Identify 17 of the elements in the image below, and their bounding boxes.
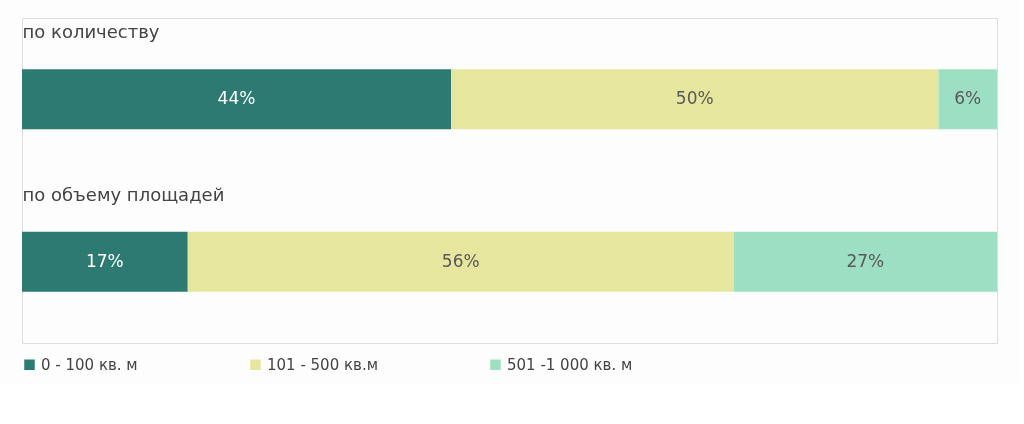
y-tick-label: по количеству [22, 21, 160, 43]
bar [22, 231, 188, 292]
bar [733, 231, 997, 292]
y-tick-label: по объему площадей [22, 183, 225, 205]
data-label: 56% [441, 250, 480, 271]
data-label: 44% [217, 88, 256, 109]
bar [938, 69, 997, 130]
data-label: 6% [954, 88, 982, 109]
legend-label: 501 -1 000 кв. м [507, 355, 633, 374]
bar [451, 69, 939, 130]
bar [22, 69, 451, 130]
data-label: 27% [846, 250, 885, 271]
legend-label: 0 - 100 кв. м [41, 355, 138, 374]
data-label: 50% [675, 88, 714, 109]
data-label: 17% [85, 250, 124, 271]
bar [187, 231, 734, 292]
legend-label: 101 - 500 кв.м [267, 355, 378, 374]
